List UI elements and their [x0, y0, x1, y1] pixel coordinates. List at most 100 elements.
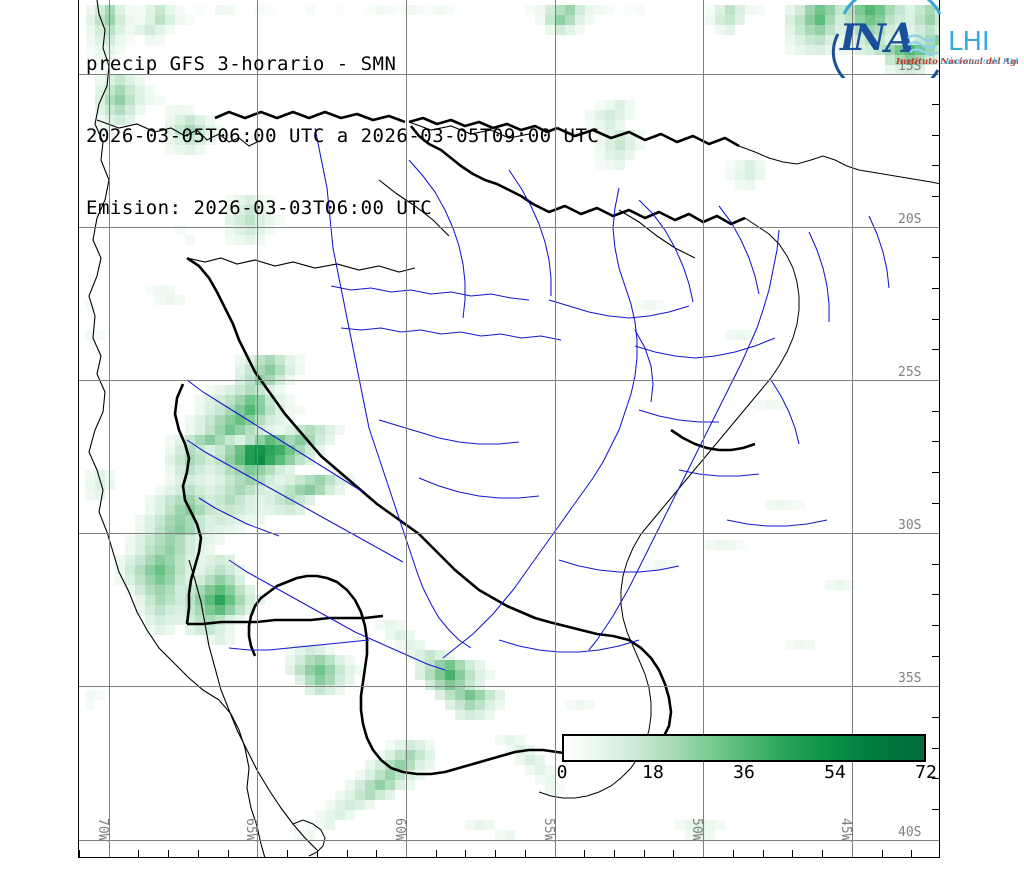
lat-tick	[932, 564, 939, 565]
precip-cell	[265, 425, 275, 435]
precip-cell	[135, 525, 145, 535]
precip-cell	[255, 365, 265, 375]
precip-cell	[215, 465, 225, 475]
precip-cell	[205, 485, 215, 495]
precip-cell	[205, 385, 215, 395]
precip-cell	[225, 565, 235, 575]
precip-cell	[185, 135, 195, 145]
precip-cell	[545, 5, 555, 15]
precip-cell	[375, 770, 385, 780]
precip-cell	[335, 800, 345, 810]
precip-cell	[245, 415, 255, 425]
precip-cell	[255, 215, 265, 225]
precip-cell	[335, 675, 345, 685]
precip-cell	[165, 495, 175, 505]
precip-cell	[425, 680, 435, 690]
lat-tick	[932, 135, 939, 136]
precip-cell	[285, 435, 295, 445]
precip-cell	[915, 5, 925, 15]
precip-cell	[95, 85, 105, 95]
precip-cell	[595, 160, 605, 170]
precip-cell	[915, 55, 925, 65]
precip-cell	[655, 560, 665, 570]
precip-cell	[105, 105, 115, 115]
precip-cell	[845, 25, 855, 35]
precip-cell	[86, 45, 95, 55]
precip-cell	[165, 135, 175, 145]
precip-cell	[255, 515, 265, 525]
precip-cell	[655, 300, 665, 310]
precip-cell	[235, 235, 245, 245]
precip-cell	[515, 755, 525, 765]
precip-cell	[465, 700, 475, 710]
precip-cell	[775, 500, 785, 510]
precip-cell	[265, 485, 275, 495]
lon-tick	[138, 850, 139, 857]
precip-cell	[865, 45, 875, 55]
precip-cell	[135, 5, 145, 15]
precip-cell	[725, 170, 735, 180]
precip-cell	[405, 5, 415, 15]
map-plot-area[interactable]	[78, 0, 940, 858]
precip-cell	[425, 670, 435, 680]
precip-cell	[285, 425, 295, 435]
precipitation-colorbar[interactable]: 0 18 36 54 72	[557, 734, 937, 786]
precip-cell	[795, 15, 805, 25]
precip-cell	[165, 475, 175, 485]
title-line-emission: Emision: 2026-03-03T06:00 UTC	[86, 197, 433, 219]
precip-cell	[625, 130, 635, 140]
precip-cell	[325, 485, 335, 495]
precip-cell	[155, 625, 165, 635]
precip-cell	[415, 5, 425, 15]
precip-cell	[195, 415, 205, 425]
precip-cell	[915, 25, 925, 35]
precip-cell	[745, 180, 755, 190]
gridline-latitude-35S	[79, 686, 939, 687]
precip-cell	[285, 495, 295, 505]
precip-cell	[175, 455, 185, 465]
precip-cell	[185, 565, 195, 575]
precip-cell	[195, 425, 205, 435]
precip-cell	[555, 25, 565, 35]
precip-cell	[265, 465, 275, 475]
precip-cell	[735, 15, 745, 25]
precip-cell	[595, 120, 605, 130]
precip-cell	[155, 25, 165, 35]
precip-cell	[185, 235, 195, 245]
gridline-latitude-20S	[79, 227, 939, 228]
gridline-latitude-25S	[79, 380, 939, 381]
precip-cell	[85, 480, 95, 490]
precip-cell	[505, 745, 515, 755]
precip-cell	[115, 75, 125, 85]
precip-cell	[805, 640, 815, 650]
precip-cell	[705, 15, 715, 25]
lon-tick	[198, 850, 199, 857]
precip-cell	[165, 595, 175, 605]
precip-cell	[585, 5, 595, 15]
precip-cell	[145, 615, 155, 625]
precip-cell	[505, 830, 515, 840]
precip-cell	[195, 405, 205, 415]
precip-cell	[205, 575, 215, 585]
precip-cell	[205, 465, 215, 475]
precip-cell	[475, 690, 485, 700]
precip-cell	[235, 485, 245, 495]
precip-cell	[195, 615, 205, 625]
precip-cell	[925, 55, 935, 65]
precip-cell	[95, 15, 105, 25]
precip-cell	[205, 525, 215, 535]
precip-cell	[105, 25, 115, 35]
precip-cell	[225, 515, 235, 525]
precip-cell	[825, 15, 835, 25]
precip-cell	[125, 585, 135, 595]
precip-cell	[235, 195, 245, 205]
precip-cell	[145, 565, 155, 575]
precip-cell	[195, 585, 205, 595]
precip-cell	[185, 425, 195, 435]
precip-cell	[375, 620, 385, 630]
precip-cell	[275, 415, 285, 425]
precip-cell	[245, 485, 255, 495]
precip-cell	[255, 485, 265, 495]
precip-cell	[875, 5, 885, 15]
